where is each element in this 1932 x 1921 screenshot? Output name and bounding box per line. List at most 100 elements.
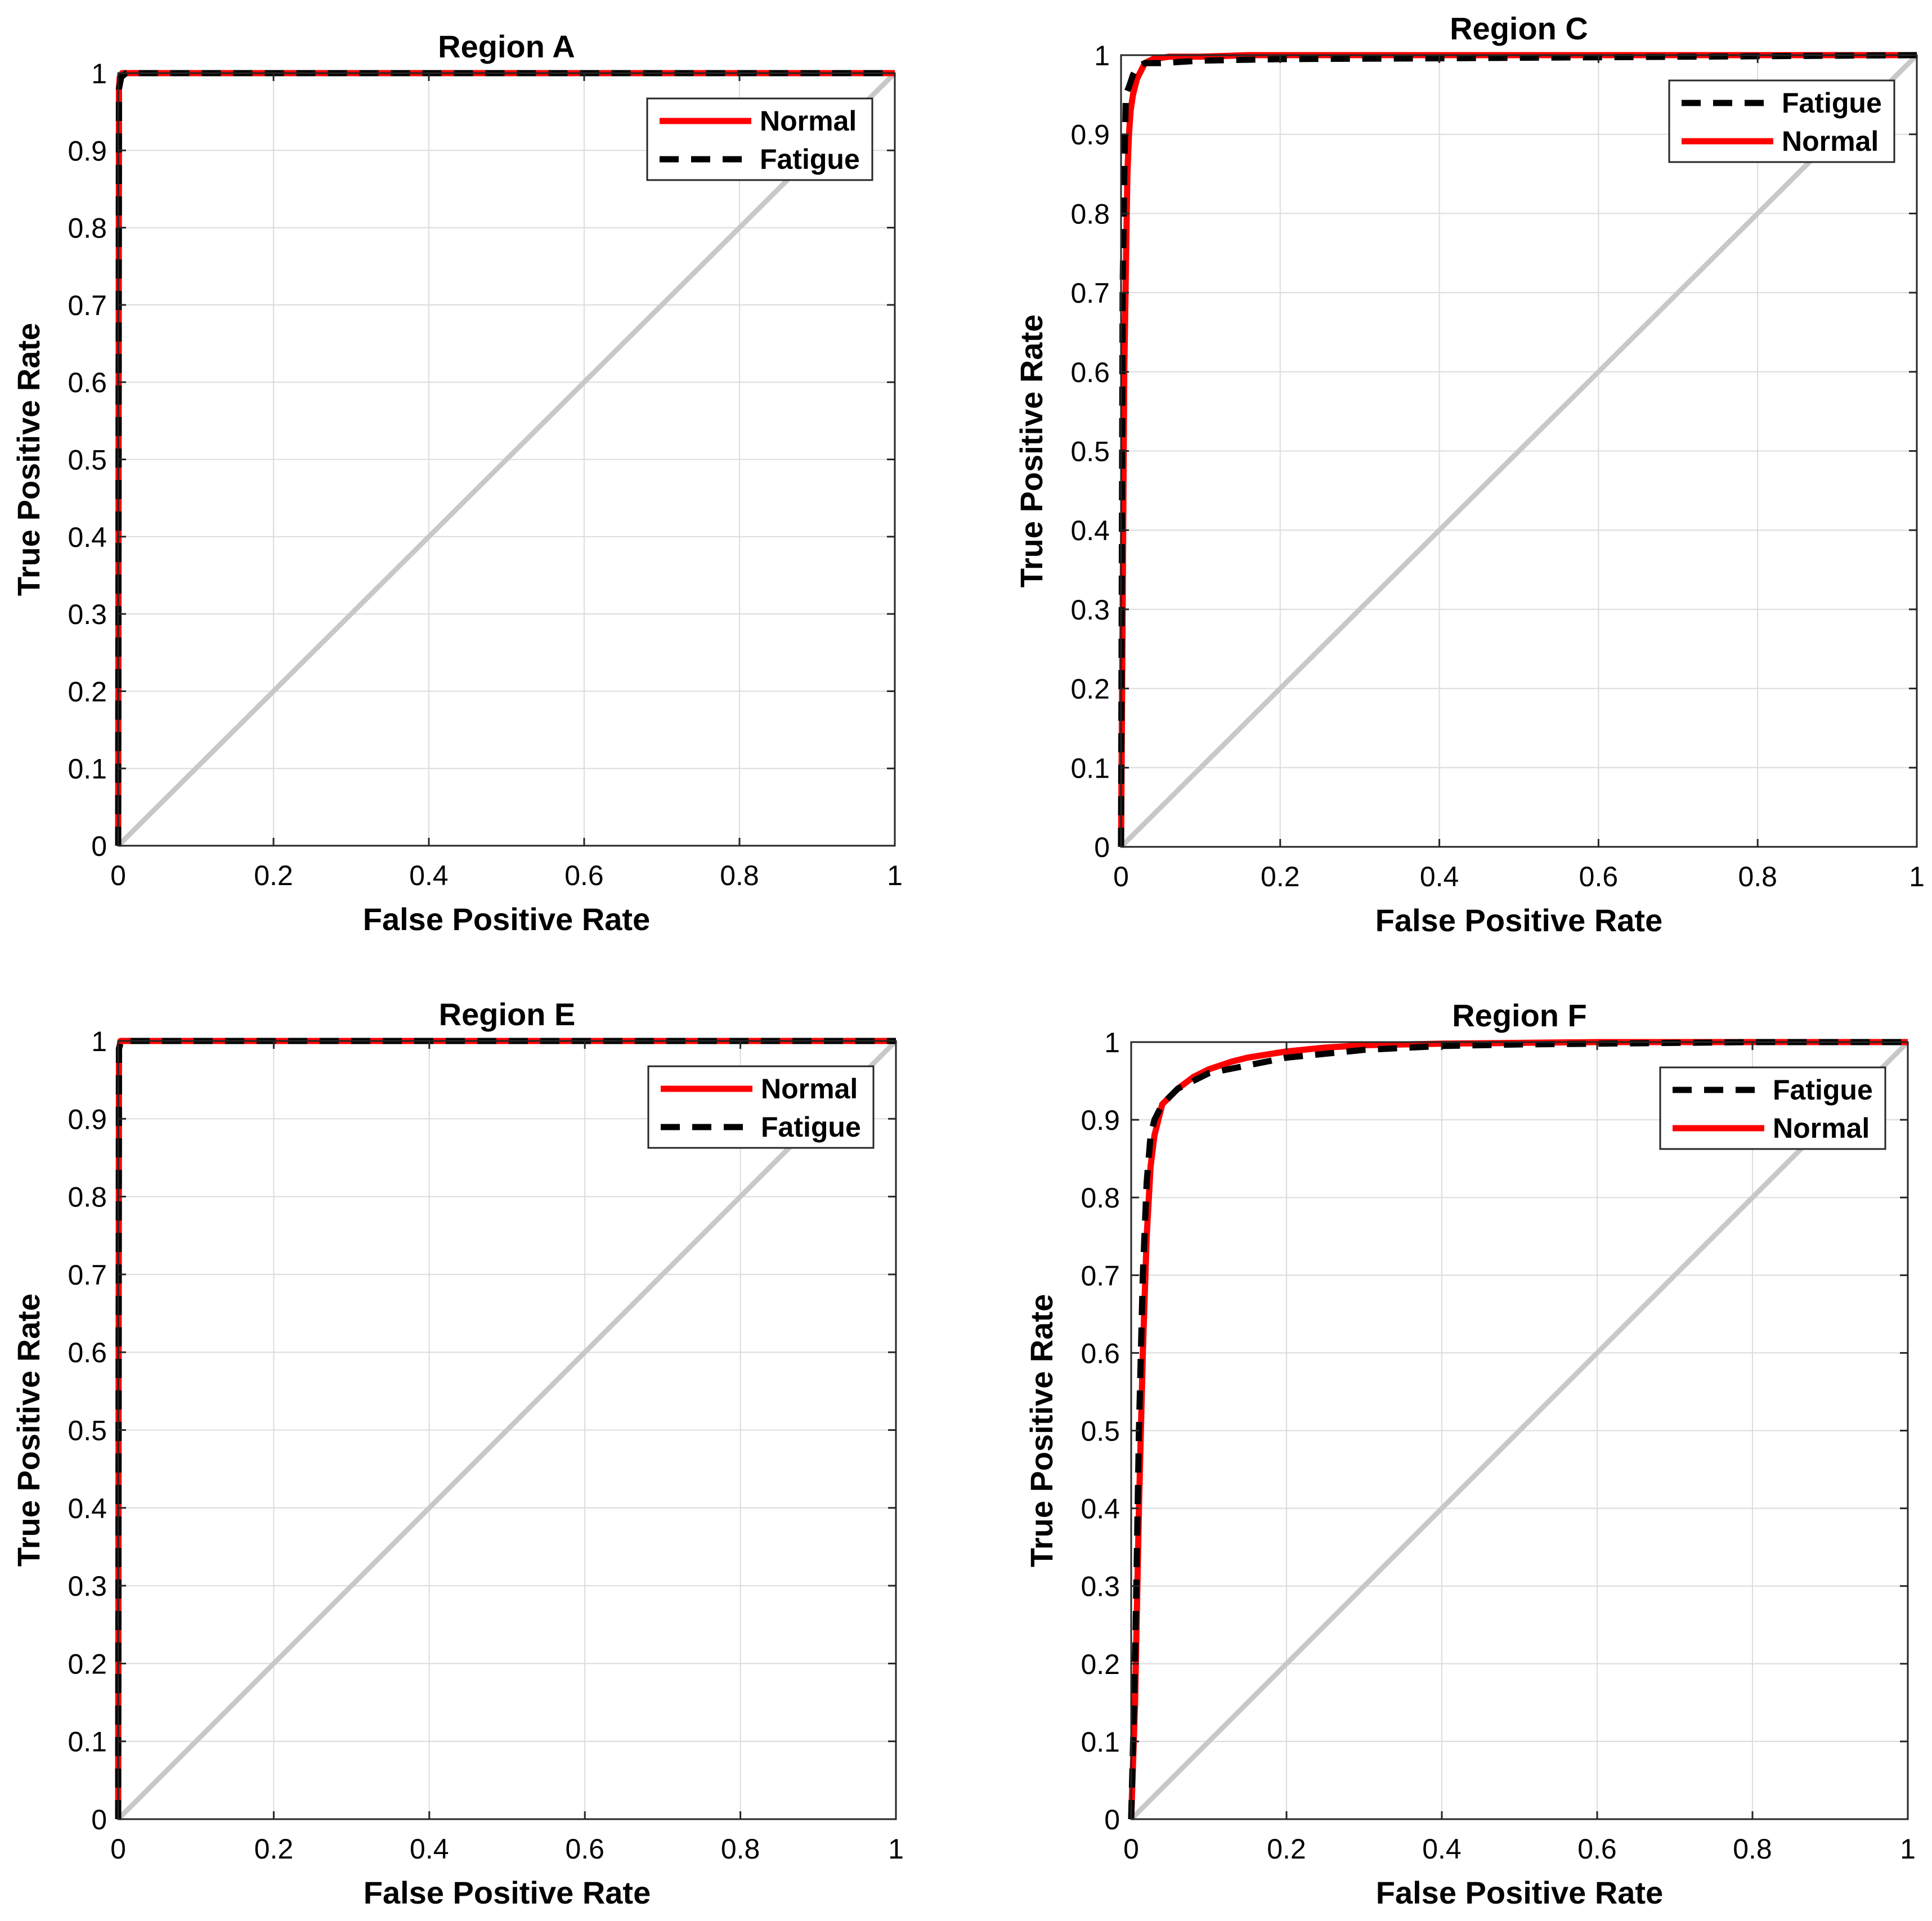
legend: Normal Fatigue bbox=[647, 1065, 875, 1149]
x-tick-label: 0.2 bbox=[254, 1833, 294, 1865]
x-tick-label: 0.6 bbox=[1577, 1833, 1617, 1865]
legend-label-fatigue: Fatigue bbox=[1782, 87, 1882, 119]
y-tick-label: 0 bbox=[1094, 832, 1110, 863]
y-tick-label: 0.9 bbox=[1081, 1105, 1120, 1136]
y-axis-label: True Positive Rate bbox=[11, 1294, 46, 1567]
y-tick-label: 0.5 bbox=[1081, 1416, 1120, 1447]
y-tick-label: 0.3 bbox=[1081, 1571, 1120, 1603]
y-tick-label: 0.1 bbox=[1081, 1726, 1120, 1758]
y-tick-label: 0.4 bbox=[68, 1493, 107, 1524]
y-axis-label: True Positive Rate bbox=[1024, 1294, 1059, 1568]
y-tick-label: 0.2 bbox=[1081, 1649, 1120, 1680]
y-tick-label: 0.2 bbox=[68, 1648, 107, 1680]
y-tick-label: 0.6 bbox=[68, 367, 107, 398]
x-tick-label: 0.2 bbox=[1267, 1833, 1306, 1865]
x-axis-label: False Positive Rate bbox=[364, 1875, 651, 1910]
y-tick-label: 0.6 bbox=[68, 1337, 107, 1368]
y-tick-label: 0.1 bbox=[68, 1726, 107, 1758]
x-tick-label: 0.8 bbox=[721, 1833, 760, 1865]
chance-diagonal-line bbox=[1129, 1040, 1910, 1821]
y-tick-label: 1 bbox=[1094, 40, 1110, 71]
legend-label-fatigue: Fatigue bbox=[760, 143, 860, 175]
y-tick-label: 0.4 bbox=[1081, 1493, 1120, 1525]
y-tick-label: 0.7 bbox=[1070, 277, 1110, 309]
roc-panel-1: 0 0.2 0.4 0.6 0.8 1 0 0.1 0.2 0.3 0.4 0.5 0.6 0.7 0.8 0… bbox=[11, 29, 903, 937]
x-tick-label: 0.6 bbox=[565, 1833, 604, 1865]
y-tick-label: 1 bbox=[1104, 1027, 1120, 1058]
x-axis-label: False Positive Rate bbox=[1375, 903, 1662, 938]
series-line-fatigue bbox=[1118, 52, 1917, 847]
x-tick-label: 0.6 bbox=[564, 860, 604, 891]
y-tick-label: 0 bbox=[91, 831, 107, 862]
chance-diagonal-line bbox=[116, 1039, 898, 1821]
legend: Fatigue Normal bbox=[1659, 1066, 1886, 1150]
chance-diagonal-line bbox=[116, 71, 897, 848]
y-tick-label: 0.9 bbox=[68, 135, 107, 167]
legend: Normal Fatigue bbox=[646, 97, 873, 181]
chart-title: Region F bbox=[1452, 998, 1587, 1033]
y-tick-label: 0.7 bbox=[68, 1259, 107, 1291]
legend-box bbox=[646, 97, 873, 181]
y-tick-label: 0.3 bbox=[1070, 594, 1110, 626]
y-axis-label: True Positive Rate bbox=[11, 323, 46, 596]
roc-panel-3: 0 0.2 0.4 0.6 0.8 1 0 0.1 0.2 0.3 0.4 0.5 0.6 0.7 0.8 0… bbox=[11, 997, 904, 1910]
x-tick-label: 0.8 bbox=[1733, 1833, 1772, 1865]
x-tick-label: 0.8 bbox=[1738, 861, 1777, 892]
y-tick-label: 1 bbox=[91, 1026, 107, 1057]
legend-label-normal: Normal bbox=[760, 105, 857, 137]
y-tick-label: 0.1 bbox=[68, 753, 107, 785]
y-tick-label: 0.3 bbox=[68, 1570, 107, 1602]
y-tick-label: 0.8 bbox=[1081, 1182, 1120, 1214]
y-tick-label: 0.8 bbox=[68, 1182, 107, 1213]
legend-box bbox=[1659, 1066, 1886, 1150]
y-tick-label: 0.7 bbox=[1081, 1260, 1120, 1291]
x-tick-label: 0.4 bbox=[409, 860, 449, 891]
y-tick-label: 0.3 bbox=[68, 599, 107, 630]
legend-label-fatigue: Fatigue bbox=[761, 1111, 861, 1143]
y-tick-label: 0.6 bbox=[1070, 357, 1110, 388]
x-tick-label: 1 bbox=[1909, 861, 1925, 892]
y-axis-label: True Positive Rate bbox=[1014, 315, 1049, 588]
roc-panel-4: 0 0.2 0.4 0.6 0.8 1 0 0.1 0.2 0.3 0.4 0.5 0.6 0.7 0.8 0… bbox=[1024, 998, 1916, 1910]
legend-label-fatigue: Fatigue bbox=[1773, 1074, 1873, 1106]
x-tick-label: 0.4 bbox=[410, 1833, 449, 1865]
legend: Fatigue Normal bbox=[1668, 79, 1895, 163]
x-tick-label: 0.8 bbox=[720, 860, 759, 891]
y-tick-label: 0.8 bbox=[68, 213, 107, 244]
y-tick-label: 0 bbox=[1104, 1804, 1120, 1835]
series-line-fatigue bbox=[1128, 1039, 1908, 1820]
y-tick-label: 0.4 bbox=[68, 522, 107, 553]
x-tick-label: 0 bbox=[1113, 861, 1129, 892]
y-tick-label: 0.9 bbox=[1070, 119, 1110, 151]
x-tick-label: 0 bbox=[110, 1833, 126, 1865]
y-tick-label: 0.1 bbox=[1070, 752, 1110, 784]
legend-label-normal: Normal bbox=[761, 1073, 858, 1105]
y-tick-label: 0.5 bbox=[68, 1415, 107, 1447]
y-tick-label: 0 bbox=[91, 1804, 107, 1835]
chart-title: Region A bbox=[438, 29, 575, 64]
y-tick-label: 0.6 bbox=[1081, 1337, 1120, 1369]
x-tick-label: 0.6 bbox=[1579, 861, 1619, 892]
y-tick-label: 0.4 bbox=[1070, 515, 1110, 546]
y-tick-label: 1 bbox=[91, 58, 107, 89]
x-tick-label: 1 bbox=[888, 1833, 904, 1865]
x-tick-label: 0 bbox=[1123, 1833, 1139, 1865]
x-axis-label: False Positive Rate bbox=[363, 901, 650, 937]
x-tick-label: 1 bbox=[1900, 1833, 1916, 1865]
roc-panel-2: 0 0.2 0.4 0.6 0.8 1 0 0.1 0.2 0.3 0.4 0.5 0.6 0.7 0.8 0… bbox=[1014, 11, 1925, 938]
y-tick-label: 0.5 bbox=[68, 445, 107, 476]
legend-box bbox=[1668, 79, 1895, 163]
legend-box bbox=[647, 1065, 875, 1149]
x-tick-label: 0.4 bbox=[1422, 1833, 1462, 1865]
x-tick-label: 0 bbox=[110, 860, 126, 891]
y-tick-label: 0.5 bbox=[1070, 436, 1110, 468]
y-tick-label: 0.2 bbox=[1070, 674, 1110, 705]
chart-title: Region E bbox=[439, 997, 576, 1032]
legend-label-normal: Normal bbox=[1782, 125, 1879, 157]
chart-title: Region C bbox=[1450, 11, 1588, 46]
chance-diagonal-line bbox=[1119, 53, 1919, 849]
x-tick-label: 0.2 bbox=[1261, 861, 1300, 892]
y-tick-label: 0.7 bbox=[68, 290, 107, 321]
grid bbox=[118, 73, 895, 846]
